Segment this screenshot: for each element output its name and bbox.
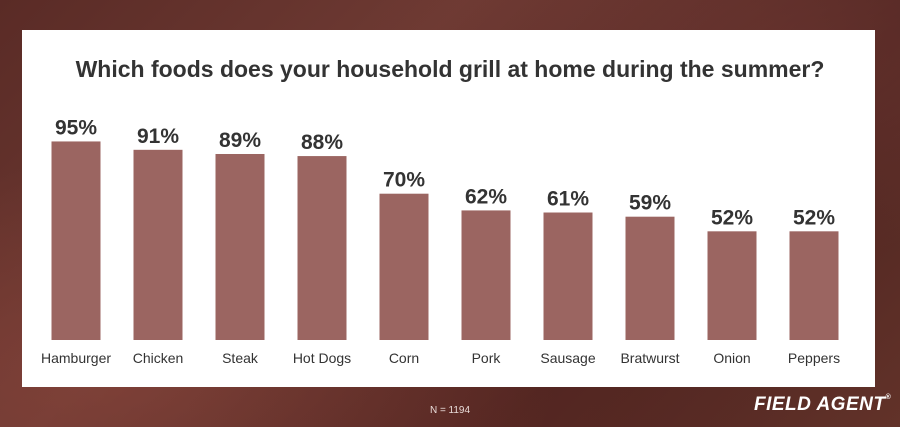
bar-hamburger xyxy=(51,141,101,340)
bar-chicken xyxy=(133,149,183,340)
category-label: Steak xyxy=(222,350,259,366)
category-label: Hot Dogs xyxy=(293,350,351,366)
bar-corn xyxy=(379,193,429,340)
value-label: 52% xyxy=(711,206,753,229)
value-label: 61% xyxy=(547,188,589,211)
bar-steak xyxy=(215,153,265,340)
value-label: 89% xyxy=(219,129,261,152)
category-label: Chicken xyxy=(133,350,184,366)
bar-bratwurst xyxy=(625,216,675,340)
category-label: Hamburger xyxy=(41,350,111,366)
category-label: Bratwurst xyxy=(620,350,679,366)
bar-pork xyxy=(461,210,511,340)
category-label: Corn xyxy=(389,350,419,366)
logo-text: FIELD AGENT xyxy=(754,394,886,415)
category-label: Onion xyxy=(713,350,750,366)
bar-peppers xyxy=(789,231,839,340)
value-label: 70% xyxy=(383,169,425,192)
registered-mark: ® xyxy=(885,394,892,401)
bar-hot-dogs xyxy=(297,156,347,340)
value-label: 95% xyxy=(55,116,97,139)
category-label: Peppers xyxy=(788,350,840,366)
value-label: 88% xyxy=(301,131,343,154)
bar-onion xyxy=(707,231,757,340)
chart-title: Which foods does your household grill at… xyxy=(75,56,825,82)
value-label: 62% xyxy=(465,185,507,208)
sample-size-note: N = 1194 xyxy=(429,405,471,416)
value-label: 59% xyxy=(629,192,671,215)
value-label: 91% xyxy=(137,125,179,148)
category-label: Sausage xyxy=(540,350,595,366)
category-label: Pork xyxy=(472,350,502,366)
bar-sausage xyxy=(543,212,593,340)
value-label: 52% xyxy=(793,206,835,229)
field-agent-logo: FIELD AGENT® xyxy=(754,394,891,416)
